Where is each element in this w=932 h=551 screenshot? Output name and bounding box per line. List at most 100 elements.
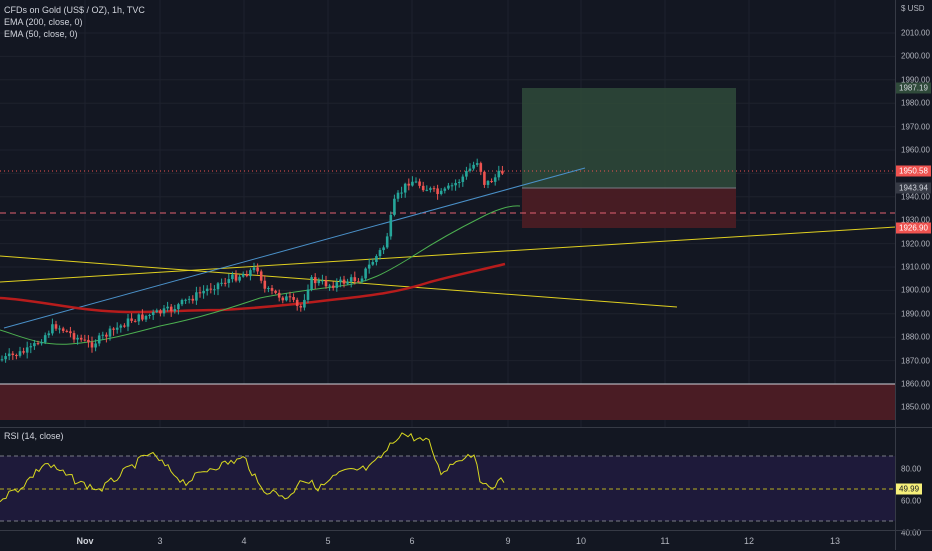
candle <box>112 327 115 336</box>
candle <box>454 179 457 191</box>
candle <box>263 275 267 293</box>
time-label-12: 12 <box>743 536 755 546</box>
price-axis-label: 1960.00 <box>901 145 930 155</box>
candle <box>40 339 43 346</box>
candle <box>159 308 162 317</box>
rsi-line <box>0 432 505 503</box>
time-label-11: 11 <box>660 536 670 546</box>
time-axis[interactable]: Nov 3 4 5 6 9 10 11 12 13 <box>0 530 932 551</box>
pane-separator[interactable] <box>0 427 932 428</box>
candle <box>292 293 295 303</box>
candle <box>227 273 231 288</box>
candle <box>313 273 317 289</box>
stop-price-tag: 1926.90 <box>896 222 931 234</box>
rsi-axis-40: 40.00 <box>901 528 922 538</box>
position-loss-zone <box>522 188 736 228</box>
candle <box>144 314 148 322</box>
candle <box>184 298 187 304</box>
time-label-4: 4 <box>241 536 247 546</box>
candle <box>497 165 501 181</box>
candle <box>223 277 227 287</box>
candle <box>220 278 223 287</box>
candle <box>328 283 331 291</box>
time-label-6: 6 <box>409 536 415 546</box>
current-price-tag: 1950.58 <box>896 165 931 177</box>
candle <box>479 161 483 176</box>
price-axis-label: 1910.00 <box>901 262 930 272</box>
candle <box>238 274 241 283</box>
candle <box>241 271 245 278</box>
candle <box>493 174 497 186</box>
candle <box>4 352 7 363</box>
price-chart[interactable] <box>0 0 932 427</box>
time-label-9: 9 <box>505 536 511 546</box>
candle <box>72 330 76 343</box>
candle <box>367 258 371 274</box>
candle <box>299 303 303 312</box>
candle <box>425 185 429 192</box>
candle <box>155 308 159 314</box>
candle <box>54 320 58 331</box>
candle <box>205 285 209 296</box>
time-label-13: 13 <box>829 536 841 546</box>
candle <box>141 309 144 322</box>
candle <box>385 232 389 249</box>
price-axis-label: 2010.00 <box>901 28 930 38</box>
candle <box>148 313 151 319</box>
candle <box>15 353 18 360</box>
candle <box>447 182 450 191</box>
candle <box>450 182 454 191</box>
price-axis-label: 1990.00 <box>901 75 930 85</box>
candle <box>274 289 277 295</box>
candle <box>195 286 198 305</box>
candle <box>403 182 407 198</box>
candle <box>475 158 479 167</box>
candle <box>468 163 472 173</box>
candle <box>360 275 364 284</box>
candle <box>173 304 177 314</box>
candle <box>115 322 119 334</box>
time-label-10: 10 <box>575 536 587 546</box>
candle <box>22 347 25 355</box>
candle <box>324 275 328 289</box>
candle <box>87 335 90 348</box>
candle <box>436 184 439 200</box>
candle <box>231 271 234 283</box>
candle <box>443 186 447 194</box>
candle <box>389 211 393 240</box>
candle <box>123 323 126 328</box>
candle <box>501 165 504 175</box>
candle <box>166 301 169 312</box>
candle <box>321 274 324 285</box>
candle <box>349 274 353 288</box>
candle <box>245 270 249 278</box>
candle <box>346 278 349 286</box>
candle <box>198 286 202 298</box>
yellow-trendline-rising <box>0 226 897 283</box>
candle <box>11 351 15 360</box>
candle <box>36 340 40 346</box>
support-zone <box>0 384 896 420</box>
candle <box>342 275 346 288</box>
ema-50-line <box>0 205 521 345</box>
candle <box>357 278 360 283</box>
currency-label[interactable]: $ USD <box>901 4 925 13</box>
rsi-chart[interactable] <box>0 428 932 530</box>
candle <box>414 177 418 184</box>
blue-trendline <box>3 167 586 329</box>
candle <box>396 190 400 202</box>
candle <box>375 254 378 266</box>
candle <box>33 340 36 350</box>
candle <box>472 161 475 171</box>
candle <box>65 329 69 333</box>
chart-legend: CFDs on Gold (US$ / OZ), 1h, TVC EMA (20… <box>4 4 145 40</box>
candle <box>331 281 335 291</box>
candle <box>429 186 432 193</box>
candle <box>303 294 306 311</box>
candle <box>43 332 47 345</box>
candle <box>133 319 137 323</box>
candle <box>94 339 97 352</box>
entry-price-tag: 1943.94 <box>896 182 931 194</box>
candle <box>162 304 166 317</box>
candle <box>90 336 94 353</box>
